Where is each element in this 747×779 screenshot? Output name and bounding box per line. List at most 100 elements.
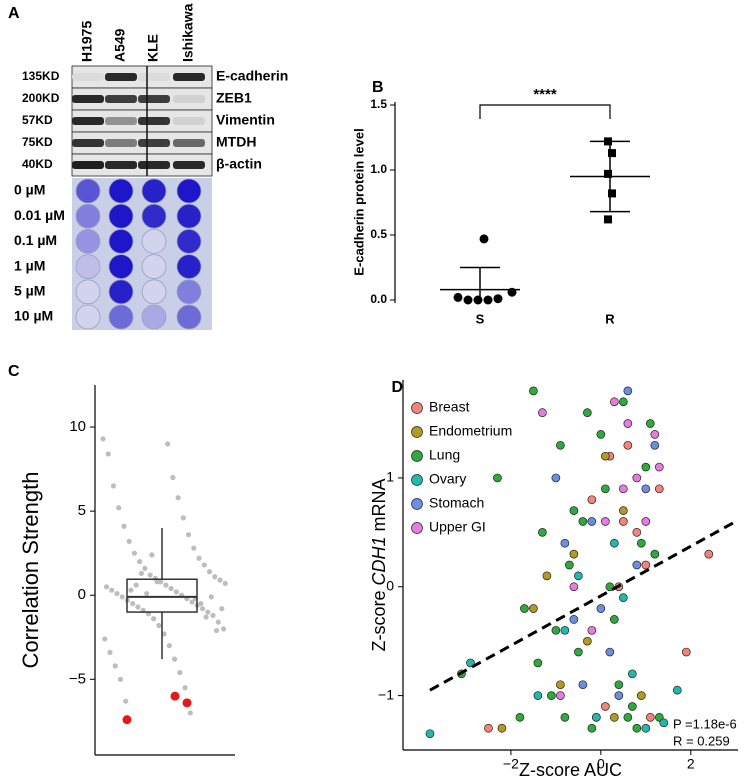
well	[176, 178, 202, 204]
point	[627, 669, 637, 679]
point	[551, 473, 561, 483]
dose-label: 0 µM	[14, 182, 45, 198]
point	[138, 570, 145, 576]
point	[547, 691, 556, 700]
point	[156, 622, 162, 629]
well	[108, 178, 134, 204]
point	[623, 386, 633, 396]
point	[105, 451, 111, 457]
point	[116, 505, 122, 511]
y-tick-label: 0	[386, 577, 394, 593]
point	[217, 577, 223, 583]
protein-label: E-cadherin	[216, 68, 288, 84]
legend-swatch	[411, 474, 423, 486]
point	[583, 408, 592, 417]
point	[569, 506, 579, 515]
y-axis-label-gene: CDH1	[369, 536, 389, 585]
point	[681, 647, 691, 657]
point	[650, 430, 660, 439]
point	[529, 604, 538, 613]
well	[108, 228, 134, 254]
point	[154, 579, 160, 585]
x-tick-label: 2	[687, 756, 695, 772]
point	[144, 590, 150, 597]
well	[108, 254, 134, 280]
point	[165, 441, 171, 447]
point	[147, 572, 153, 578]
point	[205, 609, 211, 615]
point	[102, 636, 108, 642]
point	[578, 517, 588, 526]
point	[618, 506, 628, 515]
point	[520, 604, 529, 613]
band	[105, 161, 137, 169]
band	[173, 139, 205, 147]
point	[650, 440, 660, 450]
well	[141, 178, 167, 204]
point	[222, 580, 228, 587]
point	[212, 574, 218, 580]
point	[627, 702, 637, 711]
y-tick-label: 0	[78, 586, 86, 603]
point	[128, 587, 134, 593]
well	[141, 228, 167, 254]
significance-label: ****	[533, 86, 557, 103]
point	[189, 599, 195, 605]
y-tick-label: −5	[69, 670, 86, 687]
point	[208, 594, 214, 600]
point	[493, 473, 502, 483]
legend-label: Stomach	[429, 495, 484, 511]
band	[105, 117, 137, 125]
point	[587, 723, 597, 733]
point	[574, 647, 583, 657]
x-tick-label: R	[605, 311, 615, 326]
point	[163, 582, 169, 588]
point	[199, 606, 206, 612]
dose-label: 1 µM	[14, 257, 45, 273]
point	[623, 713, 633, 722]
cell-line-label: H1975	[79, 21, 95, 62]
highlight-point	[170, 691, 180, 701]
well	[176, 279, 202, 305]
well	[141, 304, 167, 330]
dose-label: 10 µM	[14, 308, 53, 324]
legend-swatch	[411, 522, 423, 534]
point	[560, 625, 570, 635]
band	[173, 95, 205, 103]
band	[105, 73, 137, 81]
point	[560, 538, 570, 548]
point	[425, 729, 435, 739]
point	[645, 419, 655, 428]
point	[623, 440, 633, 450]
point	[538, 408, 547, 417]
point	[623, 419, 633, 428]
point	[609, 538, 619, 548]
point	[114, 590, 120, 597]
y-axis-label-part: mRNA	[369, 478, 389, 531]
x-tick-label: 0	[597, 756, 605, 772]
y-tick-label: 5	[78, 502, 86, 519]
point	[600, 702, 610, 711]
point	[542, 571, 552, 581]
well	[75, 279, 101, 305]
point	[574, 571, 583, 581]
point	[636, 691, 646, 700]
legend-swatch	[411, 450, 423, 462]
well	[141, 203, 167, 229]
dose-label: 0.01 µM	[14, 207, 65, 223]
y-tick-label: 1	[386, 469, 394, 485]
legend-label: Upper GI	[429, 519, 486, 535]
y-tick-label: 0.5	[370, 227, 387, 241]
point	[131, 550, 138, 556]
well	[176, 203, 202, 229]
point	[632, 473, 642, 483]
point	[121, 523, 127, 529]
point	[614, 691, 624, 700]
point	[493, 294, 503, 304]
point	[497, 723, 507, 733]
point	[569, 615, 579, 624]
point	[618, 593, 628, 602]
fit-line	[429, 520, 737, 692]
well	[75, 203, 101, 229]
